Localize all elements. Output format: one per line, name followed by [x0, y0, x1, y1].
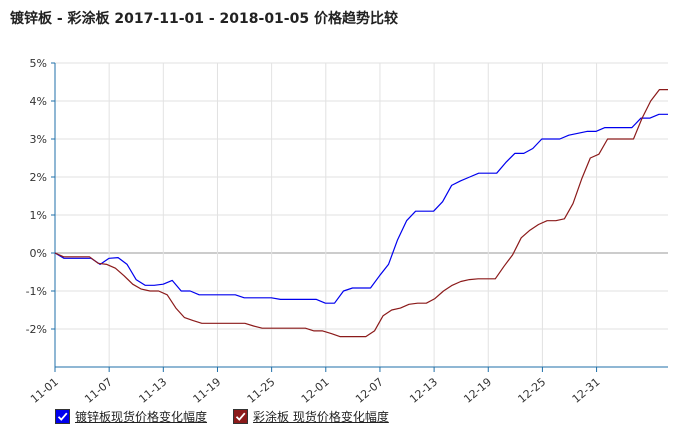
- x-tick-label: 11-19: [191, 375, 224, 405]
- x-tick-label: 11-07: [82, 375, 115, 405]
- grid: [54, 62, 668, 367]
- legend-label-galvanized: 镀锌板现货价格变化幅度: [75, 410, 208, 424]
- y-tick-label: 4%: [30, 95, 47, 108]
- x-tick-label: 12-19: [461, 375, 494, 405]
- legend-item-galvanized[interactable]: 镀锌板现货价格变化幅度: [55, 408, 207, 425]
- x-tick-label: 12-31: [570, 375, 603, 405]
- y-tick-label: -1%: [26, 285, 47, 298]
- y-tick-label: 0%: [30, 247, 47, 260]
- legend: 镀锌板现货价格变化幅度 彩涂板 现货价格变化幅度: [55, 408, 389, 425]
- y-tick-label: 3%: [30, 133, 47, 146]
- x-tick-labels: 11-01 11-07 11-13 11-19 11-25 12-01 12-07 12-13…: [28, 375, 602, 405]
- chart-title: 镀锌板 - 彩涂板 2017-11-01 - 2018-01-05 价格趋势比较: [10, 11, 398, 27]
- series-line-color-coated: [54, 88, 668, 338]
- x-tick-label: 12-25: [516, 375, 549, 405]
- y-tick-label: 1%: [30, 209, 47, 222]
- axes: [51, 62, 668, 372]
- x-tick-label: 11-13: [136, 375, 169, 405]
- x-tick-label: 12-01: [299, 375, 332, 405]
- checkmark-icon: [235, 412, 246, 421]
- legend-item-color-coated[interactable]: 彩涂板 现货价格变化幅度: [233, 408, 389, 425]
- legend-label-color-coated: 彩涂板 现货价格变化幅度: [253, 410, 389, 424]
- x-tick-label: 11-01: [28, 375, 61, 405]
- x-tick-label: 12-13: [407, 375, 440, 405]
- y-tick-label: -2%: [26, 323, 47, 336]
- x-tick-label: 11-25: [245, 375, 278, 405]
- series-lines: [54, 88, 668, 338]
- checkmark-icon: [57, 412, 68, 421]
- x-tick-label: 12-07: [353, 375, 386, 405]
- line-chart: 5%4%3%2%1%0%-1%-2% 11-01 11-07 11-13 11-19 1…: [26, 57, 668, 405]
- y-tick-label: 2%: [30, 171, 47, 184]
- y-tick-labels: 5% 4% 3% 2% 1% 0% -1% -2%: [26, 57, 47, 336]
- series-line-galvanized: [54, 113, 668, 304]
- legend-checkbox-galvanized[interactable]: [55, 409, 70, 424]
- y-tick-label: 5%: [30, 57, 47, 70]
- legend-checkbox-color-coated[interactable]: [233, 409, 249, 424]
